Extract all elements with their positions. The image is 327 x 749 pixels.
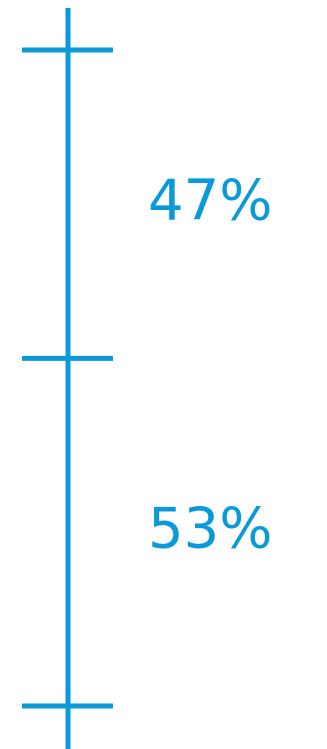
tick-group [22, 47, 113, 709]
segment-label-1: 47% [148, 168, 272, 233]
segment-label-2: 53% [148, 496, 272, 561]
label-group: 47% 53% [148, 168, 272, 561]
